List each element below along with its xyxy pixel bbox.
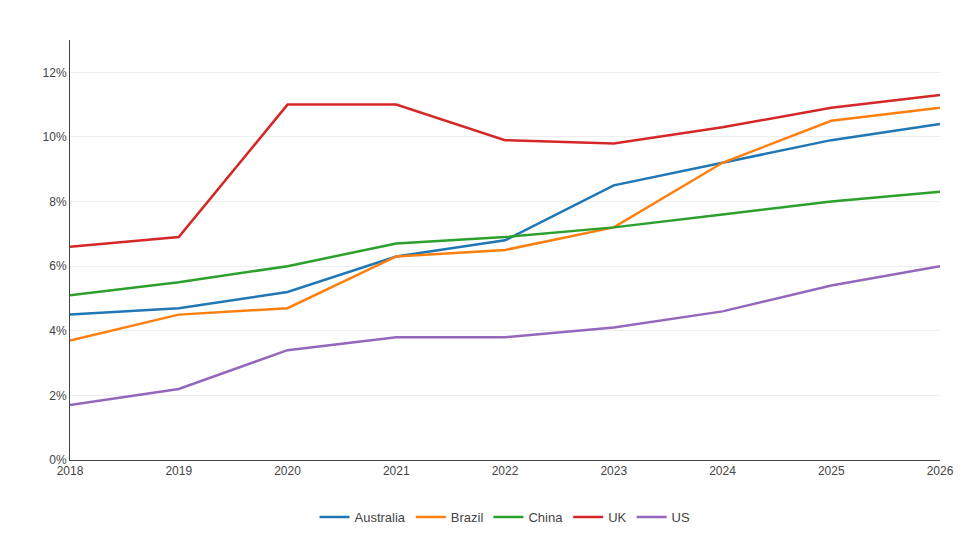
svg-text:2023: 2023: [600, 464, 627, 478]
svg-text:Brazil: Brazil: [451, 510, 484, 525]
svg-text:12%: 12%: [43, 66, 67, 80]
svg-text:2021: 2021: [383, 464, 410, 478]
svg-text:2018: 2018: [57, 464, 84, 478]
svg-text:2020: 2020: [274, 464, 301, 478]
svg-text:2025: 2025: [818, 464, 845, 478]
svg-text:US: US: [672, 510, 690, 525]
svg-text:8%: 8%: [49, 195, 67, 209]
svg-text:2026: 2026: [927, 464, 954, 478]
svg-text:10%: 10%: [43, 130, 67, 144]
svg-text:0%: 0%: [49, 453, 67, 467]
svg-text:UK: UK: [608, 510, 626, 525]
svg-text:2024: 2024: [709, 464, 736, 478]
svg-text:China: China: [528, 510, 563, 525]
svg-text:2%: 2%: [49, 389, 67, 403]
svg-text:2022: 2022: [492, 464, 519, 478]
svg-text:Australia: Australia: [355, 510, 406, 525]
svg-text:4%: 4%: [49, 324, 67, 338]
svg-text:2019: 2019: [165, 464, 192, 478]
svg-text:6%: 6%: [49, 259, 67, 273]
